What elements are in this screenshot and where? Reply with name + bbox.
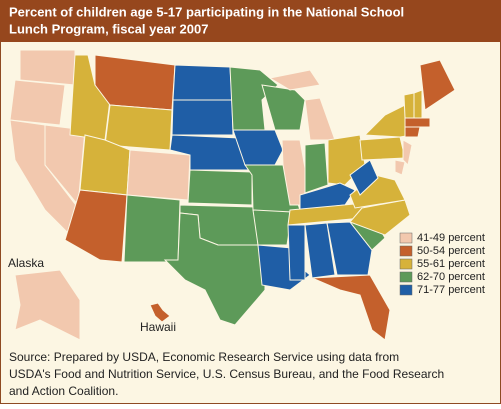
source-line: USDA's Food and Nutrition Service, U.S. … — [9, 367, 444, 381]
region — [394, 159, 406, 176]
region — [304, 142, 329, 194]
legend-swatch — [399, 245, 413, 257]
region — [413, 89, 423, 119]
region — [123, 194, 181, 263]
region — [326, 221, 373, 276]
legend-label: 41-49 percent — [417, 232, 485, 244]
legend-label: 50-54 percent — [417, 245, 485, 257]
region — [419, 59, 456, 111]
region — [9, 79, 66, 126]
legend-swatch — [399, 271, 413, 283]
source-line: and Action Coalition. — [9, 384, 118, 398]
legend-swatch — [399, 258, 413, 270]
region — [268, 69, 321, 91]
region — [403, 92, 415, 119]
region — [404, 117, 431, 128]
region — [404, 126, 421, 138]
region — [311, 274, 391, 341]
title-line: Lunch Program, fiscal year 2007 — [9, 21, 208, 36]
hawaii-label: Hawaii — [140, 320, 176, 334]
legend-swatch — [399, 232, 413, 244]
title-line: Percent of children age 5-17 participati… — [9, 4, 404, 19]
legend-swatch — [399, 284, 413, 296]
region — [349, 159, 379, 196]
region — [94, 54, 176, 111]
source-line: Source: Prepared by USDA, Economic Resea… — [9, 350, 399, 364]
region — [187, 169, 253, 206]
map — [9, 49, 456, 341]
region — [171, 99, 234, 136]
title-bar — [0, 0, 501, 42]
legend-label: 71-77 percent — [417, 284, 485, 296]
alaska-label: Alaska — [8, 256, 44, 270]
region — [359, 136, 406, 161]
region — [149, 302, 171, 323]
region — [252, 209, 293, 246]
region — [299, 182, 356, 211]
region — [126, 149, 191, 201]
region — [64, 189, 128, 263]
region — [14, 269, 81, 341]
region — [19, 49, 76, 86]
region — [172, 64, 233, 101]
region — [232, 129, 284, 166]
legend-label: 62-70 percent — [417, 271, 485, 283]
legend-label: 55-61 percent — [417, 258, 485, 270]
region — [402, 139, 413, 167]
region — [163, 212, 266, 326]
region — [304, 222, 336, 279]
region — [104, 104, 173, 151]
region — [287, 224, 306, 281]
